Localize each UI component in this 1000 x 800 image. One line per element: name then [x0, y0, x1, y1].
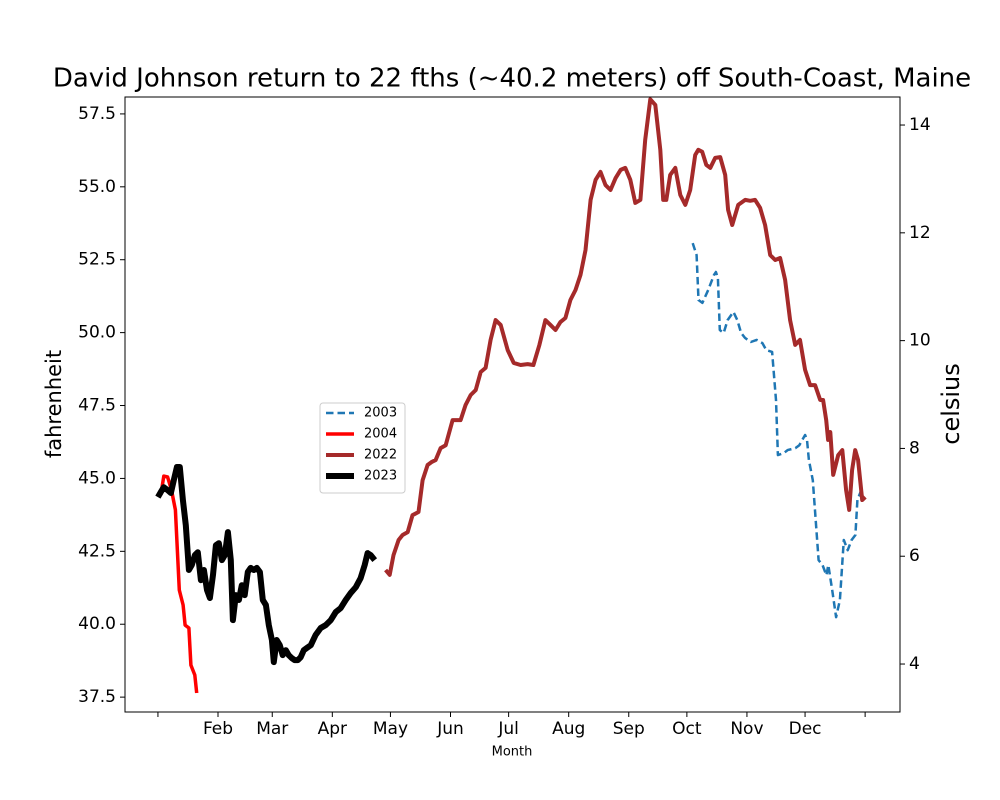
y-tick-label: 47.5 [78, 396, 116, 416]
x-tick-label: Oct [672, 719, 702, 739]
plot-area [155, 97, 867, 694]
y-tick-label: 52.5 [78, 250, 116, 270]
x-tick-label: Jul [497, 719, 519, 739]
series-line [691, 242, 863, 619]
y-tick-label: 40.0 [78, 614, 116, 634]
y2-tick-label: 4 [909, 654, 920, 674]
legend-label: 2022 [364, 448, 397, 463]
y2-tick-label: 6 [909, 546, 920, 566]
y-tick-label: 42.5 [78, 541, 116, 561]
chart-title: David Johnson return to 22 fths (~40.2 m… [53, 64, 971, 94]
y-tick-label: 45.0 [78, 468, 116, 488]
axes-frame [124, 96, 901, 713]
x-tick-label: Sep [613, 719, 645, 739]
y2-axis-label: celsius [937, 363, 965, 445]
x-axis-label: Month [492, 745, 533, 760]
legend-label: 2023 [364, 469, 397, 484]
x-tick-label: Nov [730, 719, 763, 739]
y2-tick-label: 8 [909, 438, 920, 458]
x-tick-label: Dec [789, 719, 822, 739]
y2-tick-label: 10 [909, 331, 931, 351]
y2-tick-label: 12 [909, 223, 931, 243]
legend-label: 2003 [364, 406, 397, 421]
y-tick-label: 57.5 [78, 104, 116, 124]
x-tick-label: Mar [256, 719, 288, 739]
y-axis-label: fahrenheit [42, 350, 66, 458]
x-tick-label: Apr [318, 719, 347, 739]
x-tick-label: Aug [552, 719, 585, 739]
series-line [155, 464, 378, 666]
series-line [384, 97, 867, 577]
y2-tick-label: 14 [909, 115, 931, 135]
legend-box [319, 402, 406, 494]
series-line [159, 474, 199, 694]
y-tick-label: 55.0 [78, 177, 116, 197]
y-tick-label: 37.5 [78, 687, 116, 707]
x-tick-label: May [373, 719, 408, 739]
legend-label: 2004 [364, 427, 397, 442]
x-tick-label: Jun [436, 719, 464, 739]
y-tick-label: 50.0 [78, 323, 116, 343]
x-tick-label: Feb [203, 719, 233, 739]
